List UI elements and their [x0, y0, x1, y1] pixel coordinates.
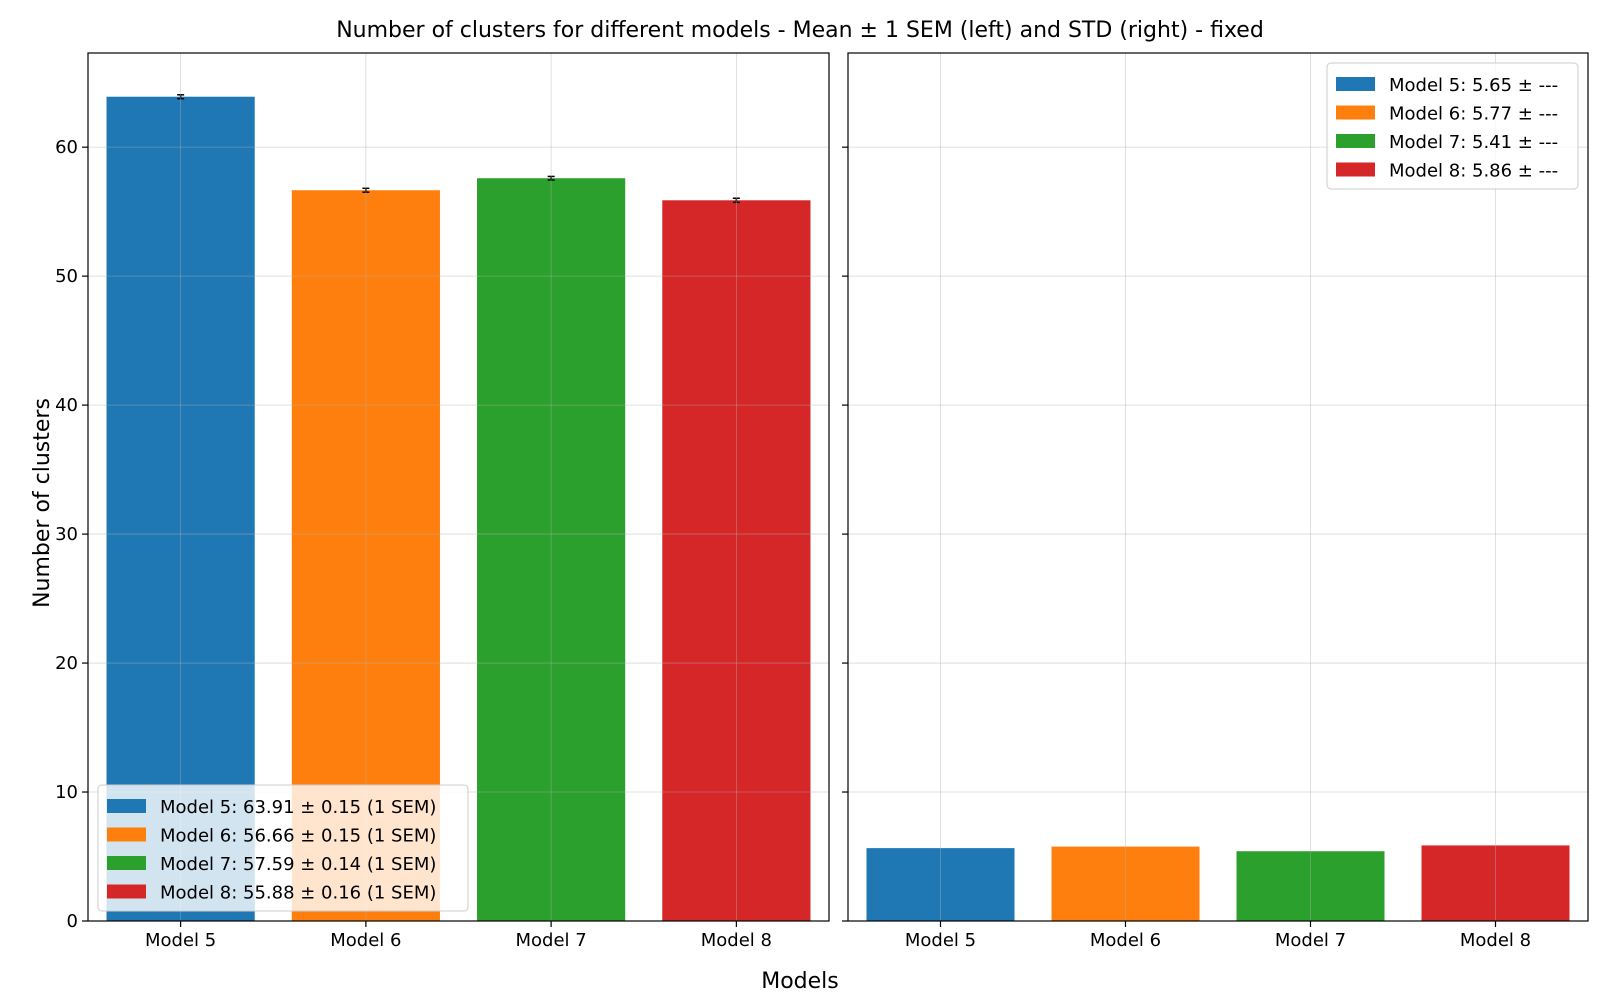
x-tick-label-left: Model 5	[145, 930, 216, 951]
legend-swatch-right-3	[1336, 134, 1375, 148]
legend-left: Model 5: 63.91 ± 0.15 (1 SEM) Model 6: 56…	[97, 784, 469, 912]
legend-label-left-3: Model 7: 57.59 ± 0.14 (1 SEM)	[160, 854, 436, 875]
legend-label-right-2: Model 6: 5.77 ± ---	[1389, 104, 1558, 125]
legend-swatch-left-3	[107, 856, 146, 870]
legend-swatch-left-2	[107, 827, 146, 842]
axes-frame-left	[87, 52, 830, 922]
figure-title: Number of clusters for different models …	[336, 18, 1264, 43]
x-tick-label-right: Model 6	[1090, 930, 1161, 951]
legend-swatch-left-1	[107, 799, 146, 813]
x-tick-label-right: Model 5	[905, 930, 976, 951]
legend-label-left-4: Model 8: 55.88 ± 0.16 (1 SEM)	[160, 883, 436, 904]
legend-swatch-right-2	[1336, 105, 1375, 120]
x-tick-label-left: Model 8	[701, 930, 772, 951]
axes-frame-right	[847, 52, 1589, 922]
x-tick-label-left: Model 7	[516, 930, 587, 951]
legend-swatch-right-1	[1336, 77, 1375, 91]
y-tick-label: 30	[55, 524, 78, 545]
y-tick-label: 20	[55, 653, 78, 674]
legend-label-left-2: Model 6: 56.66 ± 0.15 (1 SEM)	[160, 826, 436, 847]
legend-box-left	[97, 784, 469, 912]
legend-label-right-1: Model 5: 5.65 ± ---	[1389, 75, 1558, 96]
y-tick-label: 60	[55, 137, 78, 158]
y-tick-label: 0	[67, 911, 78, 932]
legend-box-right	[1326, 62, 1579, 190]
legend-swatch-left-4	[107, 884, 146, 899]
y-tick-label: 10	[55, 782, 78, 803]
x-tick-label-right: Model 7	[1275, 930, 1346, 951]
x-tick-label-left: Model 6	[330, 930, 401, 951]
y-tick-label: 50	[55, 266, 78, 287]
legend-label-right-3: Model 7: 5.41 ± ---	[1389, 132, 1558, 153]
y-tick-label: 40	[55, 395, 78, 416]
legend-label-left-1: Model 5: 63.91 ± 0.15 (1 SEM)	[160, 797, 436, 818]
legend-swatch-right-4	[1336, 162, 1375, 177]
legend-label-right-4: Model 8: 5.86 ± ---	[1389, 161, 1558, 182]
x-axis-label: Models	[761, 969, 839, 994]
legend-right: Model 5: 5.65 ± --- Model 6: 5.77 ± --- Mo…	[1326, 62, 1579, 190]
x-tick-label-right: Model 8	[1460, 930, 1531, 951]
left-panel: 0 10 20 30 40 50 60 Model 5 Model 6 Model 7 Model …	[55, 52, 830, 951]
y-axis-label: Number of clusters	[30, 398, 55, 608]
right-panel: Model 5 Model 6 Model 7 Model 8 Model 5: 5.6…	[842, 52, 1589, 951]
